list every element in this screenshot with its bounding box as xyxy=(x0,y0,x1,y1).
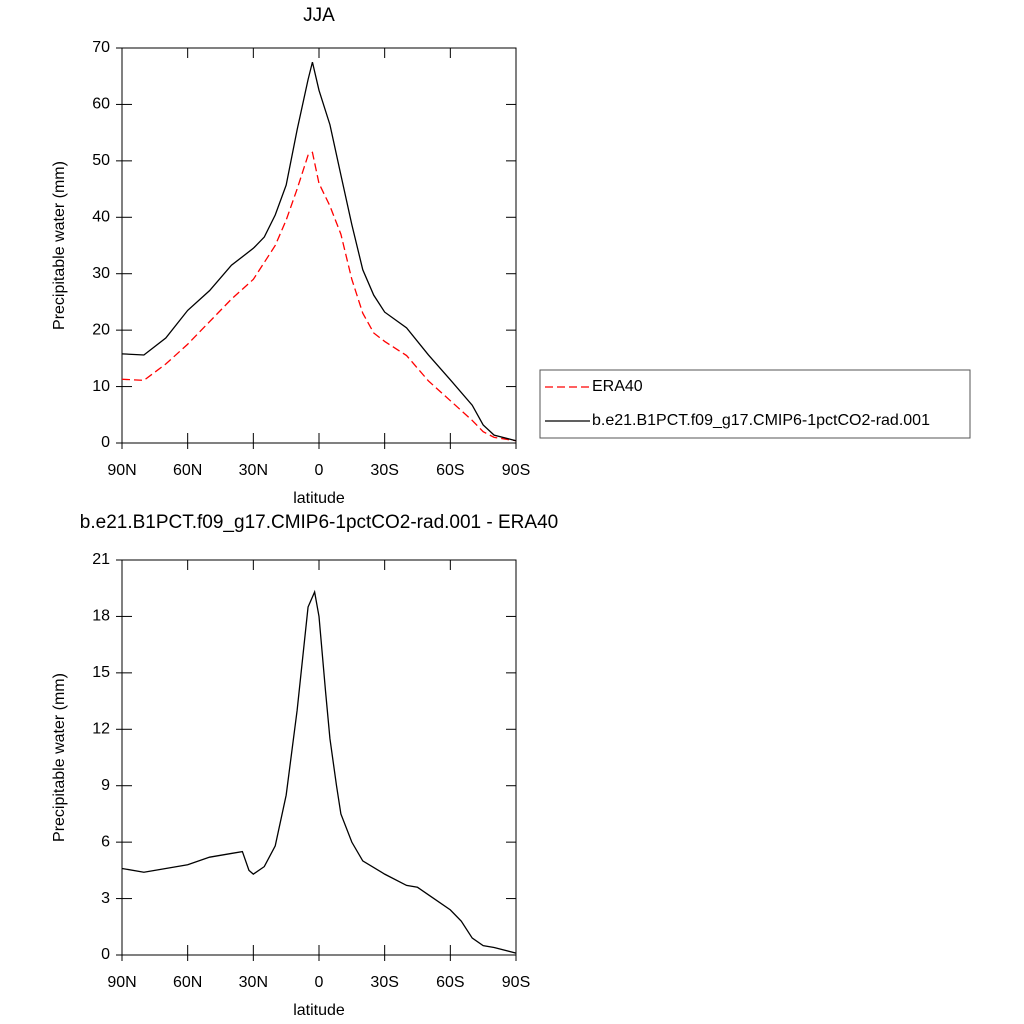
y-tick-label: 20 xyxy=(92,321,110,338)
x-tick-label: 30S xyxy=(370,462,398,479)
x-tick-label: 60S xyxy=(436,462,464,479)
y-tick-label: 40 xyxy=(92,209,110,226)
y-tick-label: 0 xyxy=(101,434,110,451)
y-tick-label: 70 xyxy=(92,39,110,56)
y-tick-label: 18 xyxy=(92,608,110,625)
y-axis-label: Precipitable water (mm) xyxy=(51,161,68,330)
legend-label: ERA40 xyxy=(592,378,643,395)
data-line xyxy=(121,61,517,442)
y-tick-label: 50 xyxy=(92,152,110,169)
x-tick-label: 0 xyxy=(315,462,324,479)
y-tick-label: 9 xyxy=(101,777,110,794)
data-line xyxy=(121,589,517,954)
x-tick-label: 30S xyxy=(370,974,398,991)
x-tick-label: 60N xyxy=(173,974,202,991)
y-tick-label: 10 xyxy=(92,378,110,395)
chart-title: b.e21.B1PCT.f09_g17.CMIP6-1pctCO2-rad.00… xyxy=(80,512,558,533)
y-tick-label: 30 xyxy=(92,265,110,282)
x-tick-label: 90N xyxy=(107,462,136,479)
chart-title: JJA xyxy=(303,5,335,26)
y-tick-label: 60 xyxy=(92,96,110,113)
x-tick-label: 60N xyxy=(173,462,202,479)
plot-frame xyxy=(121,47,517,444)
x-axis-label: latitude xyxy=(293,490,345,507)
x-tick-label: 90N xyxy=(107,974,136,991)
legend-box xyxy=(539,369,971,439)
y-tick-label: 15 xyxy=(92,664,110,681)
legend-label: b.e21.B1PCT.f09_g17.CMIP6-1pctCO2-rad.00… xyxy=(592,412,930,429)
x-tick-label: 30N xyxy=(239,974,268,991)
x-tick-label: 30N xyxy=(239,462,268,479)
y-tick-label: 0 xyxy=(101,946,110,963)
data-line xyxy=(121,151,517,442)
x-tick-label: 90S xyxy=(502,462,530,479)
y-tick-label: 6 xyxy=(101,833,110,850)
x-tick-label: 0 xyxy=(315,974,324,991)
y-tick-label: 12 xyxy=(92,721,110,738)
x-tick-label: 90S xyxy=(502,974,530,991)
y-tick-label: 21 xyxy=(92,551,110,568)
y-tick-label: 3 xyxy=(101,890,110,907)
x-axis-label: latitude xyxy=(293,1002,345,1019)
x-tick-label: 60S xyxy=(436,974,464,991)
y-axis-label: Precipitable water (mm) xyxy=(51,673,68,842)
